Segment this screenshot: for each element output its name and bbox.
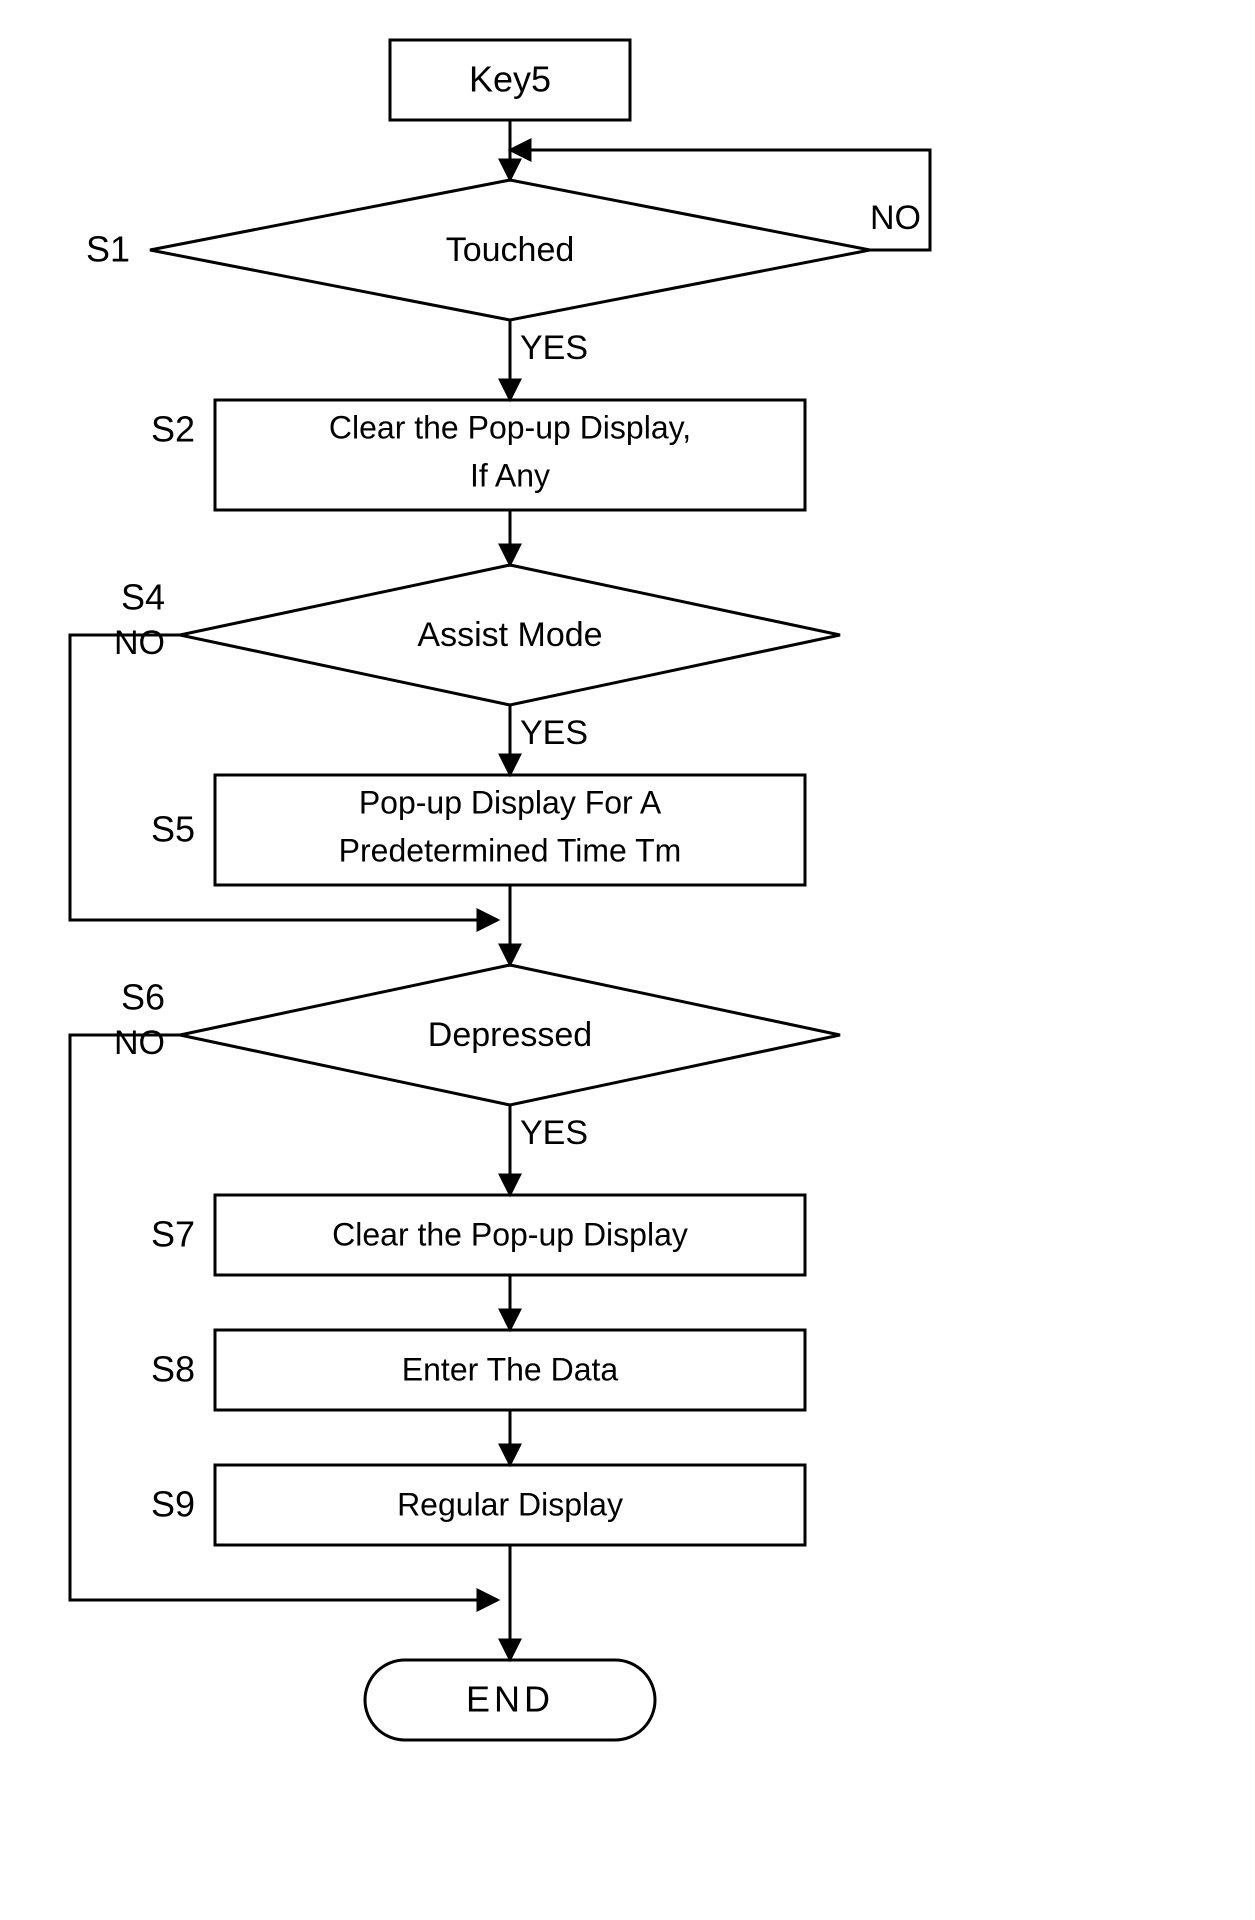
s4-yes-label: YES	[520, 714, 588, 752]
node-s1-label: Touched	[446, 231, 575, 269]
node-s9-label: Regular Display	[397, 1486, 623, 1522]
node-s8-label: Enter The Data	[402, 1351, 619, 1387]
node-s5-l2: Predetermined Time Tm	[339, 832, 682, 868]
step-s1: S1	[86, 229, 130, 270]
step-s7: S7	[151, 1214, 195, 1255]
node-s2-l1: Clear the Pop-up Display,	[329, 409, 691, 445]
flowchart-canvas: Key5 Touched S1 Clear the Pop-up Display…	[0, 0, 1255, 1920]
step-s6: S6	[121, 977, 165, 1018]
s6-no: NO	[114, 1024, 165, 1062]
node-end-label: END	[466, 1679, 554, 1720]
step-s9: S9	[151, 1484, 195, 1525]
node-start-label: Key5	[469, 59, 551, 100]
node-s6-label: Depressed	[428, 1016, 592, 1054]
step-s8: S8	[151, 1349, 195, 1390]
step-s5: S5	[151, 809, 195, 850]
s1-no-label: NO	[870, 199, 921, 237]
node-s5-l1: Pop-up Display For A	[359, 784, 662, 820]
step-s4: S4	[121, 577, 165, 618]
step-s2: S2	[151, 409, 195, 450]
node-s7-label: Clear the Pop-up Display	[332, 1216, 688, 1252]
node-s2-l2: If Any	[470, 457, 550, 493]
node-s4-label: Assist Mode	[417, 616, 602, 654]
s1-yes-label: YES	[520, 329, 588, 367]
s4-no: NO	[114, 624, 165, 662]
s6-yes-label: YES	[520, 1114, 588, 1152]
